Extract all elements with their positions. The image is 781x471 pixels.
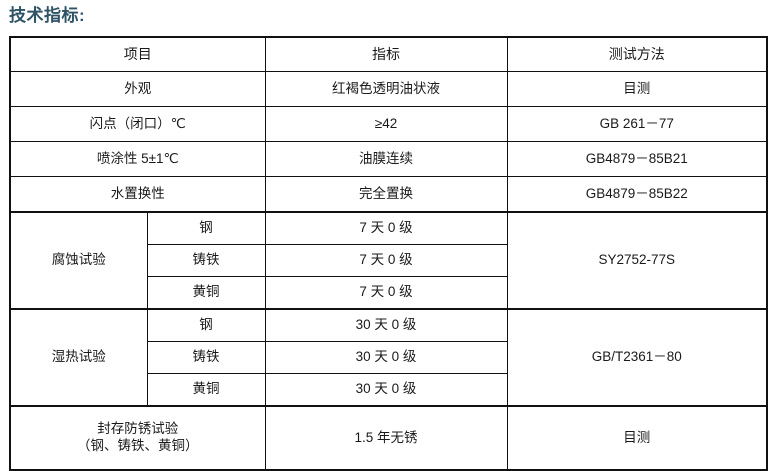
cell-method: GB4879－85B21: [506, 141, 768, 177]
table-row: 铸铁 7 天 0 级: [10, 244, 767, 277]
table-row: 黄铜 30 天 0 级: [10, 373, 767, 407]
cell-item: 外观: [9, 71, 266, 107]
cell-item: 水置换性: [9, 176, 266, 213]
cell-material: 黄铜: [146, 276, 266, 310]
cell-spec: 红褐色透明油状液: [264, 71, 508, 107]
cell-spec: 7 天 0 级: [264, 276, 508, 310]
page-title: 技术指标:: [9, 6, 86, 25]
cell-spec: ≥42: [264, 106, 508, 142]
cell-method: GB4879－85B22: [506, 176, 768, 213]
table-header: 项目 指标 测试方法: [9, 36, 768, 72]
cell-item-storage-test: 封存防锈试验 （钢、铸铁、黄铜）: [9, 405, 266, 471]
table-row: 闪点（闭口）℃ ≥42 GB 261－77: [9, 106, 768, 142]
technical-specifications-table: 项目 指标 测试方法 外观 红褐色透明油状液 目测 闪点（闭口）℃ ≥42 GB…: [9, 36, 768, 471]
cell-material: 钢: [146, 308, 266, 342]
group-label-corrosion: 腐蚀试验: [9, 211, 148, 310]
storage-test-line-2: （钢、铸铁、黄铜）: [77, 438, 199, 453]
cell-spec: 30 天 0 级: [264, 308, 508, 342]
table-row: 湿热试验 钢 30 天 0 级 GB/T2361－80: [9, 308, 768, 407]
cell-material: 铸铁: [146, 244, 266, 277]
cell-material: 黄铜: [146, 373, 266, 407]
column-header-item: 项目: [9, 36, 266, 72]
cell-spec: 油膜连续: [264, 141, 508, 177]
cell-method: 目测: [506, 405, 768, 471]
column-header-spec: 指标: [264, 36, 508, 72]
cell-spec: 完全置换: [264, 176, 508, 213]
table-row: 封存防锈试验 （钢、铸铁、黄铜） 1.5 年无锈 目测: [9, 405, 768, 471]
column-header-method: 测试方法: [506, 36, 768, 72]
storage-test-line-1: 封存防锈试验: [97, 421, 179, 437]
group-method-humidity: GB/T2361－80: [506, 308, 768, 407]
cell-spec: 7 天 0 级: [264, 244, 508, 277]
table-body: 外观 红褐色透明油状液 目测 闪点（闭口）℃ ≥42 GB 261－77 喷涂性…: [9, 71, 768, 471]
table-row: 喷涂性 5±1℃ 油膜连续 GB4879－85B21: [9, 141, 768, 177]
cell-spec: 1.5 年无锈: [264, 405, 508, 471]
group-label-humidity: 湿热试验: [9, 308, 148, 407]
cell-method: 目测: [506, 71, 768, 107]
cell-method: GB 261－77: [506, 106, 768, 142]
cell-item: 闪点（闭口）℃: [9, 106, 266, 142]
table-header-row: 项目 指标 测试方法: [9, 36, 768, 72]
cell-material: 铸铁: [146, 341, 266, 374]
table-row: 水置换性 完全置换 GB4879－85B22: [9, 176, 768, 213]
cell-spec: 30 天 0 级: [264, 373, 508, 407]
cell-spec: 30 天 0 级: [264, 341, 508, 374]
table-row: 腐蚀试验 钢 7 天 0 级 SY2752-77S: [9, 211, 768, 310]
cell-spec: 7 天 0 级: [264, 211, 508, 245]
table-row: 外观 红褐色透明油状液 目测: [9, 71, 768, 107]
cell-material: 钢: [146, 211, 266, 245]
cell-item: 喷涂性 5±1℃: [9, 141, 266, 177]
table-row: 铸铁 30 天 0 级: [10, 341, 767, 374]
group-method-corrosion: SY2752-77S: [506, 211, 768, 310]
table-row: 黄铜 7 天 0 级: [10, 276, 767, 310]
